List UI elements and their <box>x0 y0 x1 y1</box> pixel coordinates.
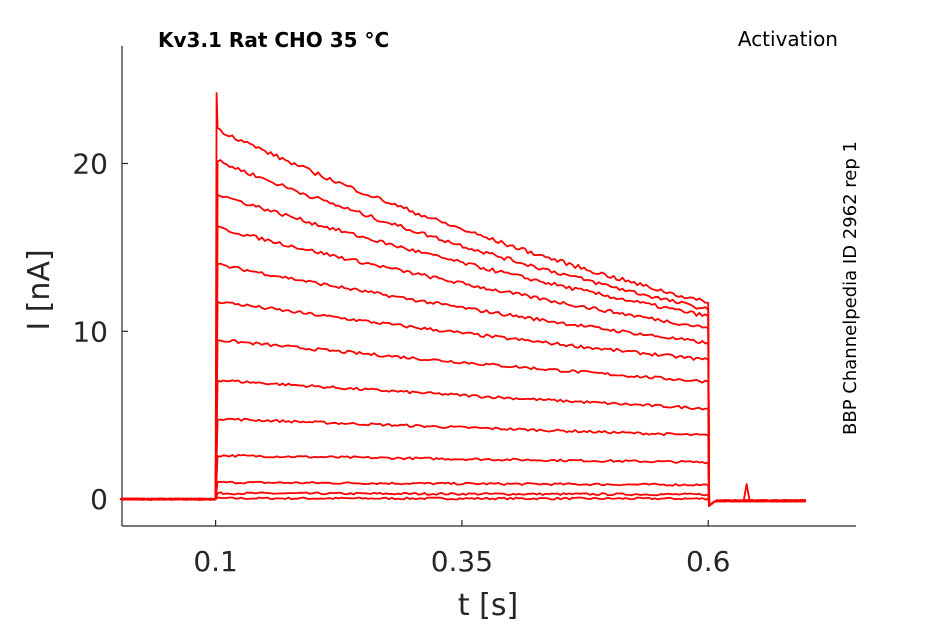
x-tick-label: 0.35 <box>431 545 493 578</box>
current-trace <box>119 496 806 507</box>
axes <box>121 46 856 527</box>
current-trace <box>120 159 806 507</box>
protocol-label: Activation <box>738 27 838 51</box>
x-tick-label: 0.1 <box>193 545 238 578</box>
current-traces <box>119 92 807 507</box>
source-id-label: BBP Channelpedia ID 2962 rep 1 <box>840 141 861 435</box>
current-trace <box>119 480 807 507</box>
chart-title: Kv3.1 Rat CHO 35 °C <box>158 28 389 52</box>
y-axis-title: I [nA] <box>22 249 57 330</box>
current-trace <box>119 262 806 507</box>
current-trace <box>119 300 806 507</box>
y-ticks: 0 10 20 <box>72 147 128 516</box>
current-trace <box>120 225 806 507</box>
current-trace <box>119 339 806 507</box>
current-trace <box>119 454 806 507</box>
current-trace <box>119 417 806 507</box>
current-trace <box>119 491 806 507</box>
y-tick-label: 10 <box>72 315 108 348</box>
current-trace <box>120 193 806 507</box>
current-trace <box>119 92 806 507</box>
x-axis-title: t [s] <box>458 588 518 623</box>
y-tick-label: 0 <box>90 483 108 516</box>
y-tick-label: 20 <box>72 147 108 180</box>
current-trace <box>119 379 806 507</box>
x-ticks: 0.1 0.35 0.6 <box>193 520 730 578</box>
x-tick-label: 0.6 <box>686 545 731 578</box>
